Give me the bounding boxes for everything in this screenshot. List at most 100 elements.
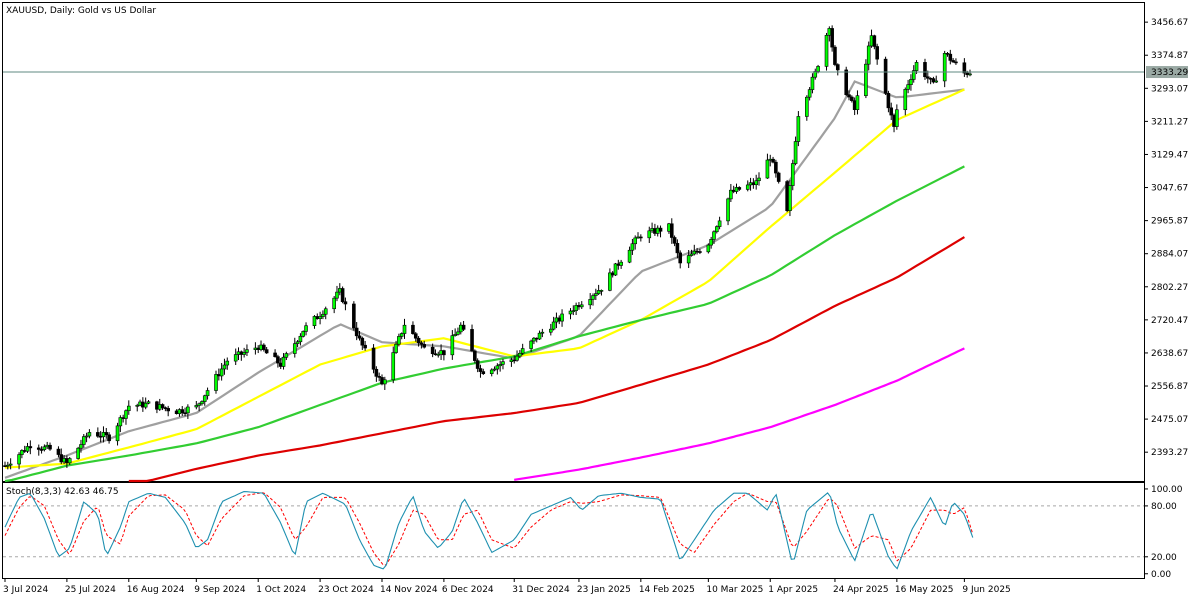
bull-candle <box>608 272 612 291</box>
time-axis-label: 6 Dec 2024 <box>442 585 494 595</box>
bull-candle <box>599 290 604 292</box>
bull-candle <box>17 454 21 465</box>
bear-candle <box>945 53 950 55</box>
bull-candle <box>540 331 545 334</box>
bull-candle <box>574 305 578 311</box>
bear-candle <box>371 347 376 370</box>
bull-candle <box>301 331 306 337</box>
bull-candle <box>712 231 716 240</box>
price-axis: 3456.67 3374.87 3293.07 3211.27 3129.47 3047.… <box>1144 18 1188 458</box>
bear-candle <box>180 409 185 414</box>
bull-candle <box>402 324 407 334</box>
price-axis-label: 3456.67 <box>1151 18 1188 28</box>
bull-candle <box>529 340 533 349</box>
bear-candle <box>430 346 435 355</box>
bull-candle <box>205 390 210 397</box>
bull-candle <box>824 34 829 67</box>
bull-candle <box>627 249 632 263</box>
bull-candle <box>816 66 820 72</box>
stoch-title: Stoch(8,3,3) 42.63 46.75 <box>6 487 119 497</box>
bear-candle <box>104 432 109 436</box>
bull-candle <box>225 360 230 366</box>
bull-candle <box>596 290 601 294</box>
bull-candle <box>383 379 387 385</box>
bull-candle <box>498 364 502 367</box>
time-axis-label: 10 Mar 2025 <box>706 585 763 595</box>
bull-candle <box>450 335 455 356</box>
bull-candle <box>549 328 553 333</box>
bear-candle <box>931 78 936 83</box>
bull-candle <box>284 353 289 358</box>
bull-candle <box>321 313 325 317</box>
bear-candle <box>354 327 359 337</box>
bull-candle <box>304 325 308 332</box>
bull-candle <box>793 141 798 164</box>
bear-candle <box>776 172 781 182</box>
bull-candle <box>124 410 128 419</box>
bull-candle <box>245 349 249 353</box>
bull-candle <box>20 450 24 455</box>
bear-candle <box>360 337 365 346</box>
bull-candle <box>909 79 913 85</box>
bear-candle <box>847 94 851 98</box>
bull-candle <box>757 177 761 182</box>
bull-candle <box>197 403 201 406</box>
bear-candle <box>160 404 165 408</box>
price-axis-label: 3293.07 <box>1151 84 1188 94</box>
bear-candle <box>948 53 953 61</box>
bear-candle <box>698 251 702 253</box>
stoch-level-lines <box>3 505 1144 558</box>
bull-candle <box>895 109 899 127</box>
stoch-signal-line <box>4 492 974 566</box>
bear-candle <box>954 61 958 64</box>
bull-candle <box>115 425 120 442</box>
bull-candle <box>6 464 10 467</box>
bear-candle <box>166 408 170 412</box>
time-axis-label: 14 Nov 2024 <box>380 585 438 595</box>
bear-candle <box>844 69 849 96</box>
bull-candle <box>87 432 92 437</box>
bull-candle <box>295 341 300 344</box>
time-axis-label: 14 Feb 2025 <box>639 585 695 595</box>
bull-candle <box>968 73 972 76</box>
bull-candle <box>200 401 204 405</box>
bull-candle <box>633 237 638 245</box>
bull-candle <box>619 261 623 266</box>
time-axis: 3 Jul 2024 25 Jul 2024 16 Aug 2024 9 Sep 20… <box>3 578 1011 595</box>
candlesticks <box>3 25 972 470</box>
bear-candle <box>774 161 778 174</box>
bull-candle <box>903 89 908 111</box>
moving-average-line <box>514 347 965 481</box>
bear-candle <box>875 46 879 60</box>
bull-candle <box>714 226 719 233</box>
bull-candle <box>855 95 860 110</box>
bull-candle <box>765 159 770 179</box>
bear-candle <box>658 227 663 232</box>
bull-candle <box>135 405 140 407</box>
bull-candle <box>647 230 652 239</box>
stoch-main-line <box>4 491 974 570</box>
bull-candle <box>489 369 494 374</box>
bull-candle <box>911 70 916 80</box>
bull-candle <box>67 458 72 464</box>
bull-candle <box>399 333 404 337</box>
bull-candle <box>807 89 812 98</box>
bull-candle <box>813 71 818 78</box>
price-axis-label: 3129.47 <box>1151 150 1188 160</box>
time-axis-label: 9 Jun 2025 <box>962 585 1010 595</box>
bull-candle <box>520 348 525 354</box>
bull-candle <box>318 316 322 319</box>
bull-candle <box>934 80 939 83</box>
bull-candle <box>591 295 595 300</box>
stoch-axis-label: 0.00 <box>1151 570 1171 580</box>
price-axis-label: 2802.27 <box>1151 283 1188 293</box>
bear-candle <box>183 412 187 415</box>
bull-candle <box>571 310 576 312</box>
bear-candle <box>377 376 381 378</box>
bull-candle <box>397 336 401 345</box>
time-axis-label: 23 Oct 2024 <box>318 585 374 595</box>
chart-title: XAUUSD, Daily: Gold vs US Dollar <box>6 6 156 16</box>
bull-candle <box>81 436 86 445</box>
bull-candle <box>790 163 795 186</box>
bull-candle <box>864 63 868 97</box>
